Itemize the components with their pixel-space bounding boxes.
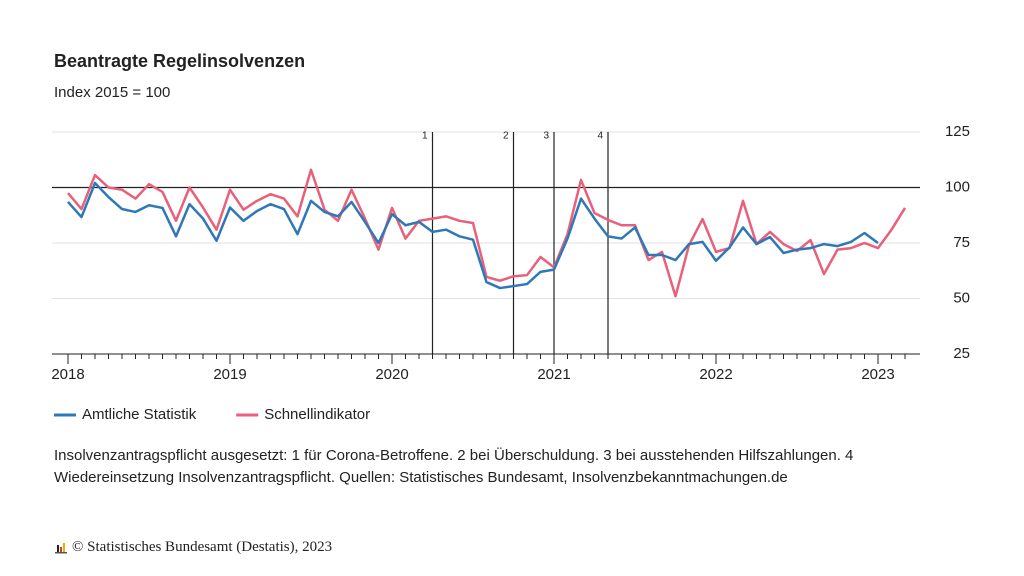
y-tick-label: 50 (953, 289, 970, 306)
x-tick-label: 2023 (861, 366, 894, 383)
chart-title: Beantragte Regelinsolvenzen (54, 51, 305, 71)
footnote: Insolvenzantragspflicht ausgesetzt: 1 fü… (54, 447, 854, 486)
copyright: © Statistisches Bundesamt (Destatis), 20… (54, 539, 332, 556)
chart: Beantragte Regelinsolvenzen Index 2015 =… (51, 51, 970, 423)
annotation-label: 2 (503, 131, 509, 142)
legend-label: Amtliche Statistik (82, 406, 197, 423)
logo (55, 542, 67, 553)
annotation-label: 1 (422, 131, 428, 142)
x-tick-label: 2018 (51, 366, 84, 383)
copyright-text: © Statistisches Bundesamt (Destatis), 20… (72, 539, 333, 555)
annotation-label: 4 (597, 131, 603, 142)
chart-subtitle: Index 2015 = 100 (54, 84, 170, 101)
y-tick-label: 125 (945, 123, 970, 140)
y-tick-label: 75 (953, 234, 970, 251)
series-line (67, 168, 907, 298)
x-tick-label: 2020 (375, 366, 408, 383)
x-tick-label: 2021 (537, 366, 570, 383)
legend-label: Schnellindikator (264, 406, 370, 423)
annotation-label: 3 (543, 131, 549, 142)
y-tick-label: 25 (953, 345, 970, 362)
y-tick-label: 100 (945, 178, 970, 195)
series-line (67, 181, 879, 290)
x-tick-label: 2019 (213, 366, 246, 383)
x-tick-label: 2022 (699, 366, 732, 383)
